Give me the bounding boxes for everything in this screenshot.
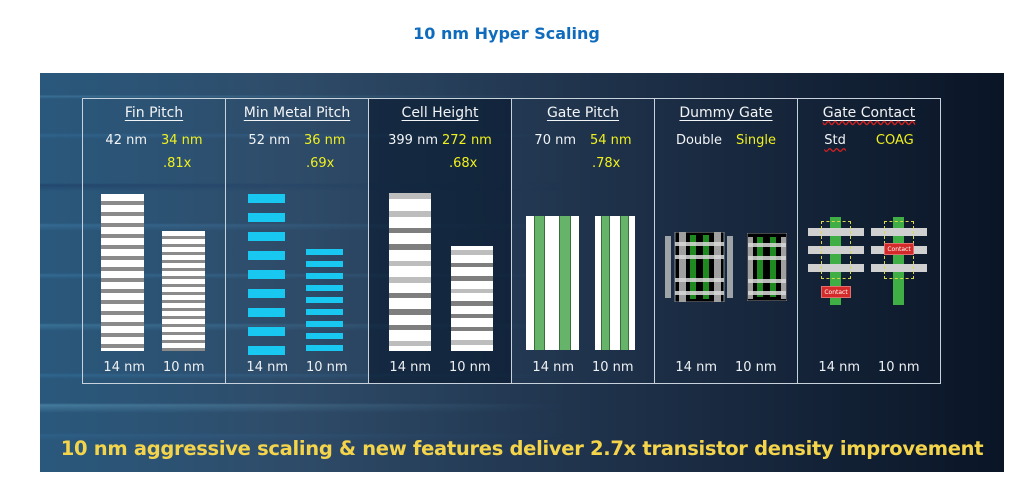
- panel-title: Dummy Gate: [679, 105, 773, 121]
- panel-title: Gate Pitch: [546, 105, 620, 121]
- panel-gate-contact: Gate Contact Std COAG Contact Contact: [797, 98, 941, 384]
- contact-label: Contact: [821, 286, 851, 298]
- old-value: 70 nm: [534, 133, 576, 148]
- panel-title-text: Gate Contact: [822, 105, 916, 121]
- new-value: Single: [736, 133, 777, 148]
- old-value: Double: [675, 133, 723, 148]
- label-10nm: 10 nm: [878, 360, 920, 375]
- label-14nm: 14 nm: [675, 360, 717, 375]
- new-value: 272 nm: [442, 133, 492, 148]
- label-10nm: 10 nm: [735, 360, 777, 375]
- panel-values: 42 nm 34 nm: [83, 133, 225, 148]
- scaling-ratio: .81x: [163, 156, 192, 171]
- old-value: 42 nm: [105, 133, 147, 148]
- slide: Fin Pitch 42 nm 34 nm .81x 14 nm 10 nm M…: [40, 73, 1004, 472]
- panel-title: Min Metal Pitch: [243, 105, 351, 121]
- new-value: 36 nm: [304, 133, 346, 148]
- panel-values: Double Single: [655, 133, 797, 148]
- new-value: 34 nm: [161, 133, 203, 148]
- label-14nm: 14 nm: [389, 360, 431, 375]
- panel-title: Cell Height: [401, 105, 479, 121]
- node-labels: 14 nm 10 nm: [226, 360, 368, 375]
- panel-values: 399 nm 272 nm: [369, 133, 511, 148]
- page-title: 10 nm Hyper Scaling: [413, 24, 600, 43]
- fin-14nm-diagram: [101, 194, 144, 351]
- dummy-gate-10nm-diagram: [747, 233, 787, 301]
- old-value: 399 nm: [388, 133, 438, 148]
- panel-title: Gate Contact: [798, 105, 940, 121]
- node-labels: 14 nm 10 nm: [655, 360, 797, 375]
- node-labels: 14 nm 10 nm: [798, 360, 940, 375]
- label-10nm: 10 nm: [449, 360, 491, 375]
- panel-min-metal-pitch: Min Metal Pitch 52 nm 36 nm .69x 14 nm 1…: [225, 98, 369, 384]
- panel-title: Fin Pitch: [124, 105, 184, 121]
- label-10nm: 10 nm: [306, 360, 348, 375]
- panel-dummy-gate: Dummy Gate Double Single: [654, 98, 798, 384]
- footer-statement: 10 nm aggressive scaling & new features …: [60, 437, 984, 460]
- label-10nm: 10 nm: [163, 360, 205, 375]
- label-14nm: 14 nm: [818, 360, 860, 375]
- scaling-ratio: .69x: [306, 156, 335, 171]
- label-14nm: 14 nm: [532, 360, 574, 375]
- old-value: 52 nm: [248, 133, 290, 148]
- node-labels: 14 nm 10 nm: [512, 360, 654, 375]
- label-14nm: 14 nm: [103, 360, 145, 375]
- gate-10nm-diagram: [595, 216, 635, 350]
- gate-contact-10nm-diagram: Contact: [871, 217, 927, 307]
- metal-14nm-diagram: [248, 194, 285, 355]
- cell-14nm-diagram: [389, 193, 431, 351]
- panel-fin-pitch: Fin Pitch 42 nm 34 nm .81x 14 nm 10 nm: [82, 98, 226, 384]
- gate-contact-14nm-diagram: Contact: [808, 217, 864, 307]
- panel-cell-height: Cell Height 399 nm 272 nm .68x: [368, 98, 512, 384]
- cell-10nm-diagram: [451, 246, 493, 351]
- gate-14nm-diagram: [526, 216, 579, 350]
- new-value: 54 nm: [590, 133, 632, 148]
- panel-values: 52 nm 36 nm: [226, 133, 368, 148]
- node-labels: 14 nm 10 nm: [369, 360, 511, 375]
- comparison-panels: Fin Pitch 42 nm 34 nm .81x 14 nm 10 nm M…: [82, 98, 941, 384]
- new-value: COAG: [875, 133, 914, 148]
- panel-values: 70 nm 54 nm: [512, 133, 654, 148]
- contact-label: Contact: [884, 243, 914, 255]
- old-value: Std: [824, 133, 846, 148]
- dummy-gate-14nm-diagram: [665, 232, 733, 302]
- label-10nm: 10 nm: [592, 360, 634, 375]
- node-labels: 14 nm 10 nm: [83, 360, 225, 375]
- label-14nm: 14 nm: [246, 360, 288, 375]
- scaling-ratio: .78x: [592, 156, 621, 171]
- scaling-ratio: .68x: [449, 156, 478, 171]
- fin-10nm-diagram: [162, 231, 205, 351]
- panel-values: Std COAG: [798, 133, 940, 148]
- panel-gate-pitch: Gate Pitch 70 nm 54 nm .78x 14 nm 10 nm: [511, 98, 655, 384]
- metal-10nm-diagram: [306, 249, 343, 351]
